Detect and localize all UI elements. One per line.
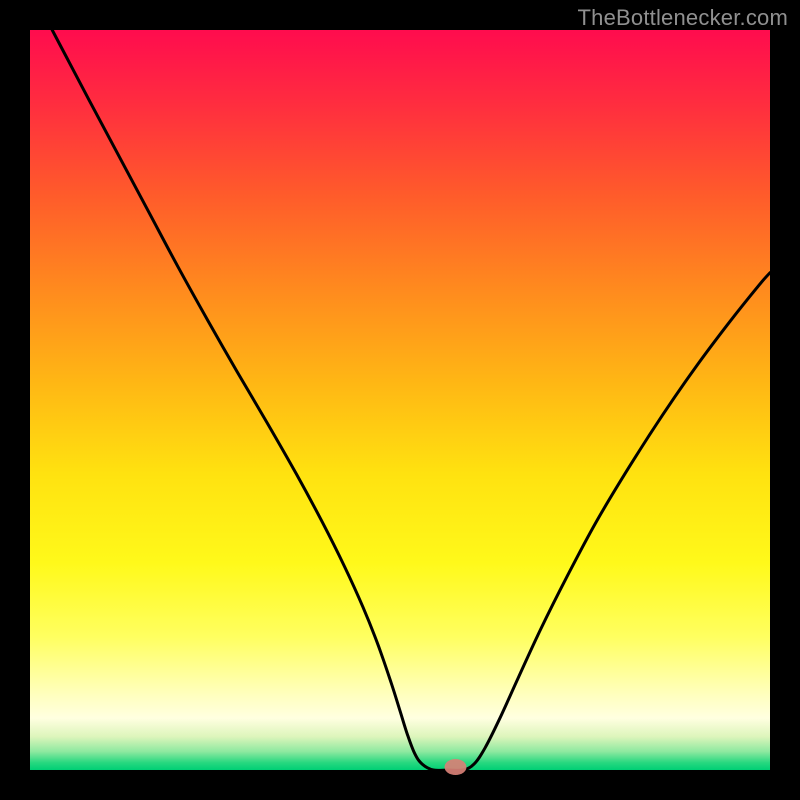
plot-svg (0, 0, 800, 800)
minimum-marker (445, 759, 467, 775)
bottleneck-curve (52, 30, 770, 770)
watermark-text: TheBottlenecker.com (578, 5, 788, 31)
